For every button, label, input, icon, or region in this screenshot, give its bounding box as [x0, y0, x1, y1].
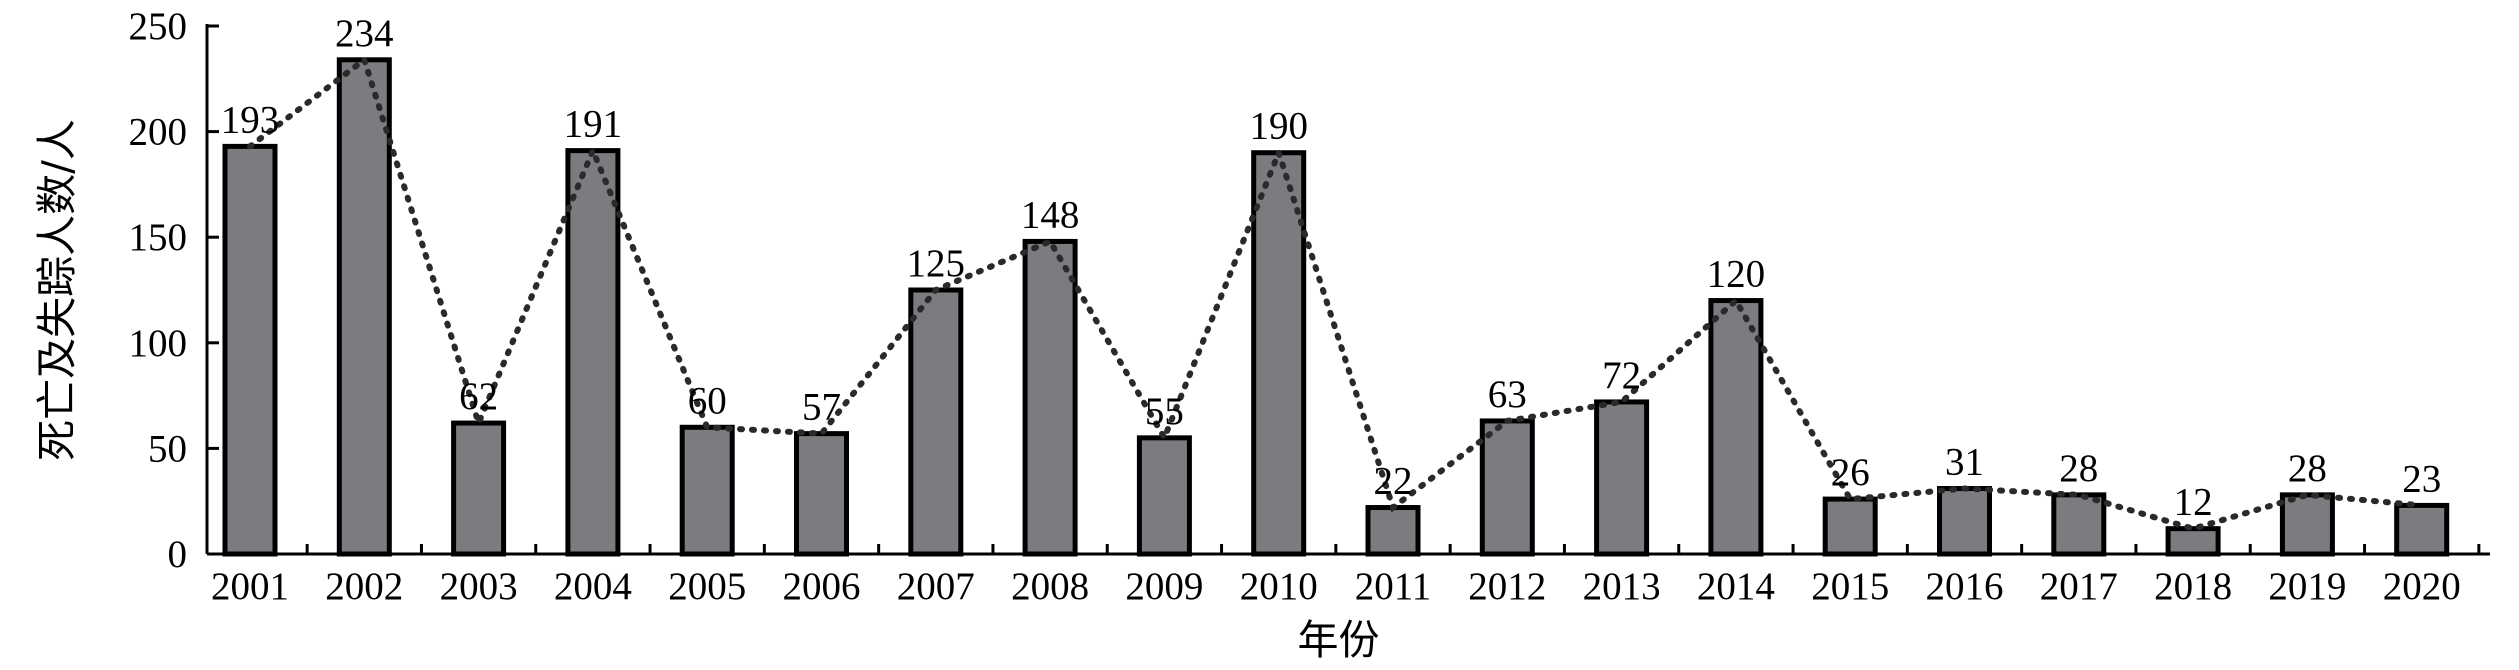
x-tick-label: 2016 — [1926, 565, 2004, 608]
data-label-2009: 55 — [1145, 390, 1184, 433]
bar-2009 — [1136, 435, 1192, 557]
bars-group — [222, 57, 2450, 557]
bar-2008 — [1022, 238, 1078, 557]
data-label-2011: 22 — [1374, 460, 1413, 503]
x-tick-label: 2017 — [2040, 565, 2118, 608]
x-tick-label: 2007 — [897, 565, 975, 608]
data-label-2012: 63 — [1488, 373, 1527, 416]
data-label-2017: 28 — [2059, 447, 2098, 490]
x-tick-label: 2001 — [211, 565, 289, 608]
data-label-2003: 62 — [459, 375, 498, 418]
bar-2019 — [2279, 492, 2335, 557]
y-tick-label: 50 — [148, 427, 187, 470]
y-tick-label: 0 — [168, 533, 188, 576]
x-ticks-group: 2001 2002 2003 2004 2005 2006 2007 2008 2009 2010… — [211, 544, 2481, 608]
x-tick-label: 2008 — [1011, 565, 1089, 608]
bar-2007 — [908, 287, 964, 557]
bar-2020 — [2394, 502, 2450, 557]
y-axis-title: 死亡及失踪人数/人 — [33, 119, 81, 461]
y-ticks-group: 0 50 100 150 200 250 — [129, 5, 219, 576]
data-label-2016: 31 — [1945, 441, 1984, 484]
y-tick-label: 150 — [129, 216, 188, 259]
data-label-2002: 234 — [335, 12, 394, 55]
data-label-2015: 26 — [1831, 451, 1870, 494]
x-tick-label: 2011 — [1355, 565, 1432, 608]
bar-2006 — [794, 431, 849, 557]
x-tick-label: 2003 — [440, 565, 518, 608]
bar-2016 — [1937, 486, 1992, 557]
data-label-2005: 60 — [688, 379, 727, 422]
x-tick-label: 2020 — [2383, 565, 2461, 608]
data-label-2007: 125 — [907, 242, 966, 285]
bar-2004 — [565, 148, 621, 557]
bar-2018 — [2165, 526, 2221, 557]
bar-2011 — [1365, 505, 1421, 557]
x-tick-label: 2004 — [554, 565, 632, 608]
x-axis-title: 年份 — [1298, 616, 1380, 664]
data-label-2010: 190 — [1249, 105, 1308, 148]
bar-2005 — [679, 424, 735, 557]
trend-line — [247, 54, 2425, 532]
x-tick-label: 2012 — [1468, 565, 1546, 608]
x-tick-label: 2009 — [1125, 565, 1203, 608]
value-labels-group: 193 234 62 191 60 57 125 148 55 190 22 63 72 120 26 31 2… — [221, 12, 2441, 524]
data-label-2018: 12 — [2174, 481, 2213, 524]
x-tick-label: 2015 — [1811, 565, 1889, 608]
bar-2003 — [451, 420, 507, 557]
bar-2013 — [1594, 399, 1650, 557]
x-tick-label: 2002 — [325, 565, 403, 608]
x-tick-label: 2014 — [1697, 565, 1775, 608]
y-tick-label: 200 — [129, 111, 188, 154]
bar-2012 — [1479, 418, 1535, 557]
bar-2017 — [2051, 492, 2107, 557]
x-tick-label: 2010 — [1240, 565, 1318, 608]
y-tick-label: 250 — [129, 5, 188, 48]
x-tick-label: 2006 — [783, 565, 861, 608]
x-tick-label: 2005 — [668, 565, 746, 608]
bar-2002 — [336, 57, 392, 557]
data-label-2001: 193 — [221, 98, 280, 141]
bar-2015 — [1822, 496, 1878, 557]
bar-2001 — [222, 143, 278, 557]
data-label-2004: 191 — [564, 103, 623, 146]
data-label-2019: 28 — [2288, 447, 2327, 490]
data-label-2013: 72 — [1602, 354, 1641, 397]
data-label-2020: 23 — [2402, 457, 2441, 500]
x-tick-label: 2019 — [2268, 565, 2346, 608]
data-label-2006: 57 — [802, 386, 841, 429]
x-tick-label: 2018 — [2154, 565, 2232, 608]
data-label-2008: 148 — [1021, 193, 1080, 236]
data-label-2014: 120 — [1707, 253, 1766, 296]
y-tick-label: 100 — [129, 322, 188, 365]
bar-2014 — [1708, 298, 1764, 557]
x-tick-label: 2013 — [1583, 565, 1661, 608]
